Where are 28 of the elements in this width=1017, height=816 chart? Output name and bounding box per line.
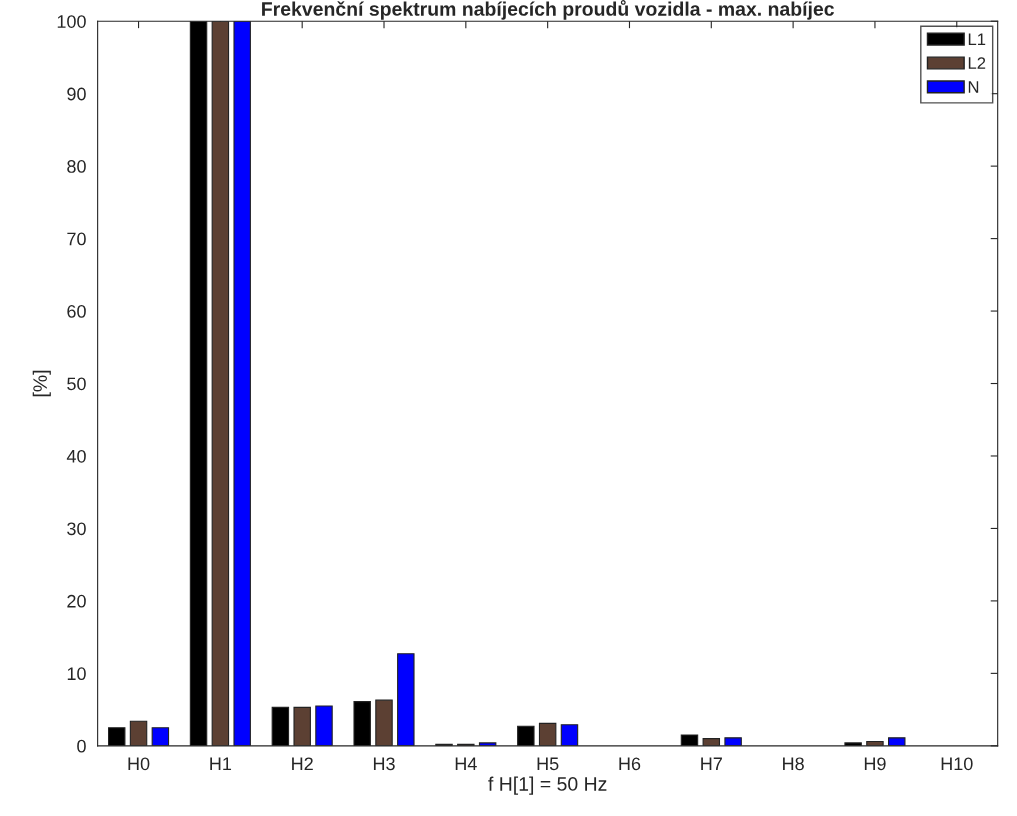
y-tick-label: 60 [67,304,86,318]
y-tick-label: 20 [67,594,86,608]
x-tick-label: H10 [941,757,973,771]
x-tick-label: H1 [210,757,232,771]
x-tick-label: H2 [292,757,313,771]
x-tick-label: H6 [619,757,641,771]
x-tick-label: H7 [701,757,722,771]
x-tick-label: H4 [455,757,477,771]
y-tick-label: 50 [67,377,86,391]
y-tick-label: 30 [67,522,86,536]
legend-label: N [968,81,979,93]
x-tick-label: H8 [783,757,804,771]
y-tick-label: 40 [66,449,86,463]
y-axis-title: [%] [32,370,51,397]
chart-title: Frekvenční spektrum nabíjecích proudů vozidla - max. nabíjec [262,0,834,20]
x-tick-label: H0 [128,757,150,771]
x-tick-label: H3 [373,757,395,771]
y-tick-label: 10 [67,667,86,681]
y-tick-label: 80 [67,160,86,173]
y-tick-label: 70 [67,232,86,246]
x-axis-title: f H[1] = 50 Hz [488,776,607,795]
y-tick-label: 90 [67,87,86,101]
y-tick-label: 100 [57,15,86,28]
legend-label: L1 [968,33,986,45]
y-tick-label: 0 [77,739,86,753]
x-tick-label: H9 [864,757,886,771]
legend-label: L2 [968,57,986,69]
x-tick-label: H5 [537,757,559,771]
